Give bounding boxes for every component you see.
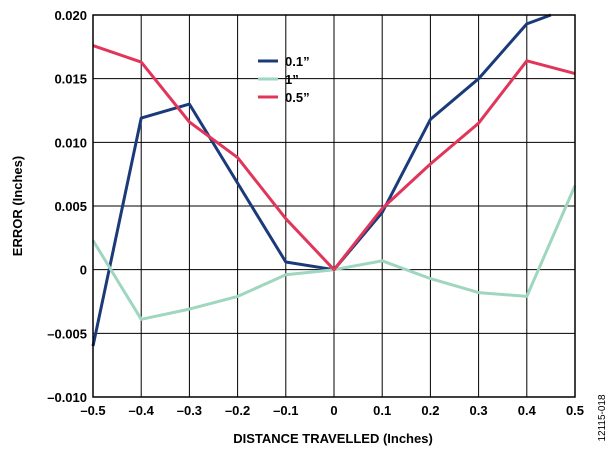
- x-tick-label: –0.4: [129, 403, 155, 418]
- x-axis-title: DISTANCE TRAVELLED (Inches): [233, 431, 433, 446]
- y-tick-label: 0.020: [54, 8, 87, 23]
- legend-label: 0.5”: [285, 90, 310, 105]
- legend-label: 0.1”: [285, 54, 310, 69]
- y-tick-label: 0.015: [54, 72, 87, 87]
- plot-frame: [92, 14, 576, 398]
- figure-id: 12115-018: [597, 394, 608, 442]
- y-tick-label: 0: [80, 263, 87, 278]
- x-tick-label: –0.2: [225, 403, 250, 418]
- grid: [92, 14, 576, 398]
- series-line-3: [92, 44, 576, 272]
- legend-label: 1”: [285, 72, 299, 87]
- x-tick-label: 0.3: [470, 403, 488, 418]
- x-tick-label: 0.5: [566, 403, 584, 418]
- x-tick-label: 0.2: [421, 403, 439, 418]
- y-tick-label: 0.005: [54, 199, 87, 214]
- series-line-1: [91, 13, 552, 347]
- y-tick-label: 0.010: [54, 135, 87, 150]
- series-lines: [91, 13, 577, 347]
- y-tick-label: –0.010: [47, 390, 87, 405]
- y-tick-labels: –0.010 –0.005 0 0.005 0.010 0.015 0.020: [47, 8, 87, 405]
- x-tick-label: 0.1: [373, 403, 391, 418]
- x-tick-label: –0.3: [177, 403, 202, 418]
- x-tick-label: 0: [330, 403, 337, 418]
- legend: 0.1” 1” 0.5”: [258, 54, 310, 105]
- y-tick-label: –0.005: [47, 326, 87, 341]
- y-axis-title: ERROR (Inches): [10, 156, 25, 256]
- x-tick-label: –0.5: [80, 403, 105, 418]
- x-tick-labels: –0.5 –0.4 –0.3 –0.2 –0.1 0 0.1 0.2 0.3 0.4 0.5: [80, 403, 584, 418]
- x-tick-label: 0.4: [518, 403, 537, 418]
- x-tick-label: –0.1: [273, 403, 298, 418]
